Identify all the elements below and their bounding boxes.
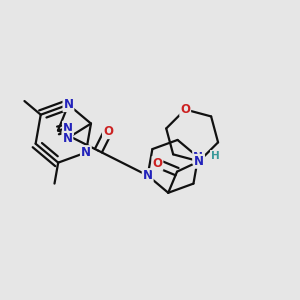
Text: O: O	[103, 125, 113, 138]
Text: O: O	[152, 157, 162, 170]
Text: N: N	[62, 132, 72, 145]
Text: N: N	[143, 169, 153, 182]
Text: N: N	[194, 155, 204, 168]
Text: N: N	[193, 151, 203, 164]
Text: N: N	[81, 146, 91, 159]
Text: O: O	[180, 103, 190, 116]
Text: H: H	[211, 151, 219, 160]
Text: N: N	[63, 122, 73, 135]
Text: N: N	[63, 98, 74, 111]
